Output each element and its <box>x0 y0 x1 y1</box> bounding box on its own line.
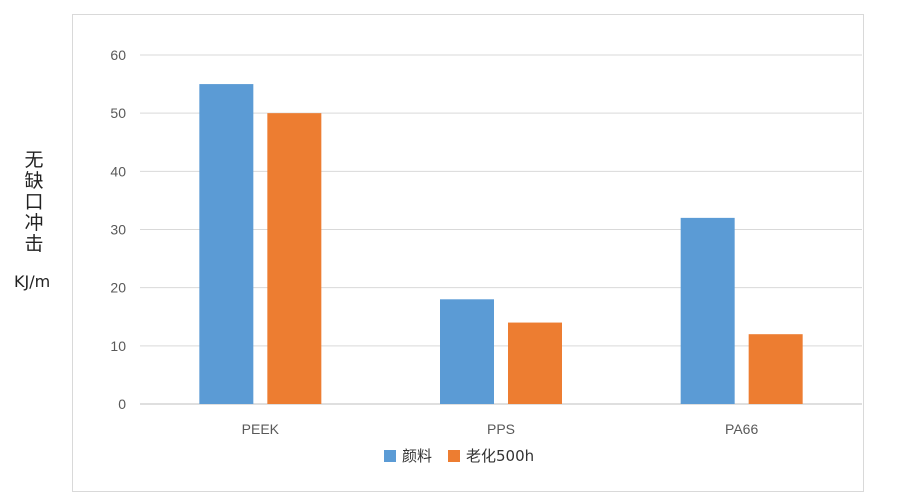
bar-pps-series-2 <box>508 322 562 404</box>
bar-pa66-series-1 <box>680 217 735 404</box>
bar-peek-series-1 <box>199 84 254 404</box>
y-tick-label: 0 <box>118 396 126 412</box>
legend-swatch <box>384 450 396 462</box>
y-tick-label: 40 <box>110 163 126 179</box>
x-category-label: PPS <box>487 421 515 437</box>
bar-peek-series-2 <box>267 113 322 405</box>
bar-pa66-series-2 <box>748 334 803 404</box>
y-axis-label: 无缺口冲击 <box>24 149 44 255</box>
y-tick-label: 50 <box>110 105 126 121</box>
legend-label: 颜料 <box>402 447 432 465</box>
y-axis-unit: KJ/m <box>14 272 51 291</box>
legend-swatch <box>448 450 460 462</box>
legend-label: 老化500h <box>466 447 534 465</box>
y-tick-label: 10 <box>110 338 126 354</box>
y-tick-label: 30 <box>110 222 126 238</box>
y-tick-label: 20 <box>110 280 126 296</box>
y-tick-label: 60 <box>110 47 126 63</box>
x-category-label: PEEK <box>242 421 280 437</box>
x-category-label: PA66 <box>725 421 758 437</box>
bar-pps-series-1 <box>440 299 494 404</box>
